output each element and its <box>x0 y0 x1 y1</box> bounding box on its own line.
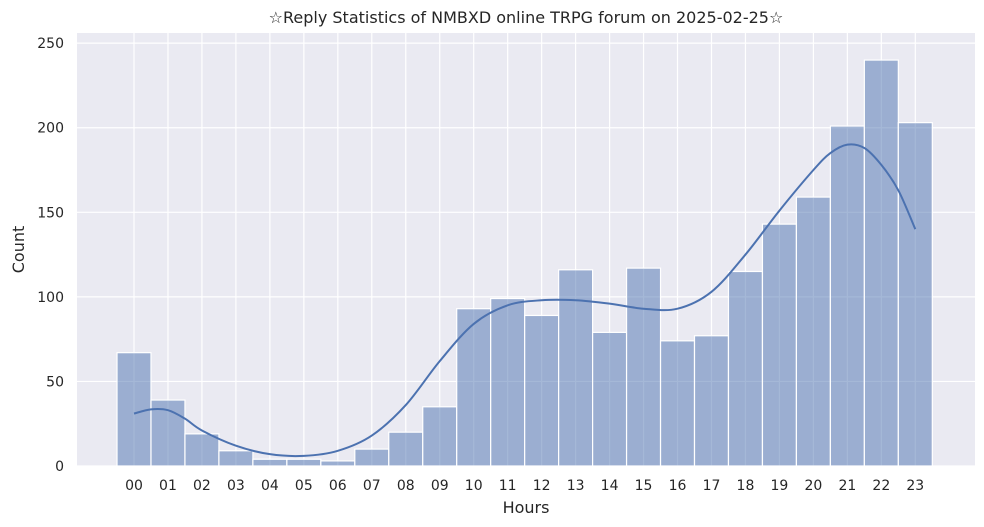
x-tick-label: 03 <box>227 478 245 494</box>
y-tick-label: 100 <box>37 290 64 306</box>
x-tick-label: 11 <box>499 478 517 494</box>
y-tick-labels: 0 50 100 150 200 250 <box>37 36 64 475</box>
kde-curve <box>133 143 917 458</box>
x-tick-label: 13 <box>567 478 585 494</box>
histogram-bar-13 <box>558 269 594 467</box>
histogram-bar-18 <box>727 270 764 467</box>
histogram-bar-12 <box>524 314 560 467</box>
histogram-bar-10 <box>456 308 492 467</box>
x-tick-label: 05 <box>295 478 313 494</box>
histogram-bar-06 <box>320 460 356 467</box>
histogram-bar-17 <box>693 335 730 467</box>
y-tick-label: 50 <box>46 374 64 390</box>
histogram-bar-15 <box>625 267 662 467</box>
x-tick-label: 10 <box>465 478 483 494</box>
x-tick-label: 18 <box>737 478 755 494</box>
histogram-bar-23 <box>897 122 933 467</box>
histogram-bar-07 <box>354 448 390 467</box>
x-tick-labels: 00 01 02 03 04 05 06 07 08 09 10 11 12 13 14 15 16 17 18 19… <box>125 478 924 494</box>
x-tick-label: 22 <box>872 478 890 494</box>
histogram-bar-21 <box>829 125 865 467</box>
x-tick-label: 19 <box>771 478 789 494</box>
y-tick-label: 250 <box>37 36 64 52</box>
x-tick-label: 08 <box>397 478 415 494</box>
y-tick-label: 150 <box>37 205 64 221</box>
x-tick-label: 07 <box>363 478 381 494</box>
x-tick-label: 01 <box>159 478 177 494</box>
y-tick-label: 0 <box>55 459 64 475</box>
histogram-bar-04 <box>252 458 288 467</box>
histogram-bar-01 <box>150 399 186 467</box>
x-tick-label: 06 <box>329 478 347 494</box>
x-tick-label: 23 <box>906 478 924 494</box>
x-tick-label: 14 <box>601 478 619 494</box>
x-tick-label: 16 <box>669 478 687 494</box>
x-tick-label: 00 <box>125 478 143 494</box>
histogram-bar-22 <box>863 59 899 467</box>
histogram-bar-05 <box>286 458 322 467</box>
histogram-bar-03 <box>218 450 254 467</box>
histogram-bar-19 <box>761 223 798 467</box>
histogram-bar-14 <box>591 331 628 467</box>
histogram-bar-08 <box>388 431 424 467</box>
x-axis-label: Hours <box>503 498 550 517</box>
x-tick-label: 17 <box>703 478 721 494</box>
x-tick-label: 20 <box>804 478 822 494</box>
histogram-bar-16 <box>659 340 696 467</box>
histogram-bar-09 <box>422 406 458 467</box>
y-tick-label: 200 <box>37 121 64 137</box>
x-tick-label: 15 <box>635 478 653 494</box>
x-tick-label: 12 <box>533 478 551 494</box>
histogram-bars <box>116 59 933 467</box>
x-tick-label: 09 <box>431 478 449 494</box>
y-axis-label: Count <box>9 226 28 274</box>
x-tick-label: 21 <box>838 478 856 494</box>
chart-title: ☆Reply Statistics of NMBXD online TRPG f… <box>269 8 784 27</box>
histogram-bar-20 <box>795 196 831 467</box>
x-tick-label: 02 <box>193 478 211 494</box>
histogram-bar-02 <box>184 433 220 467</box>
histogram-bar-11 <box>490 297 526 467</box>
x-tick-label: 04 <box>261 478 279 494</box>
